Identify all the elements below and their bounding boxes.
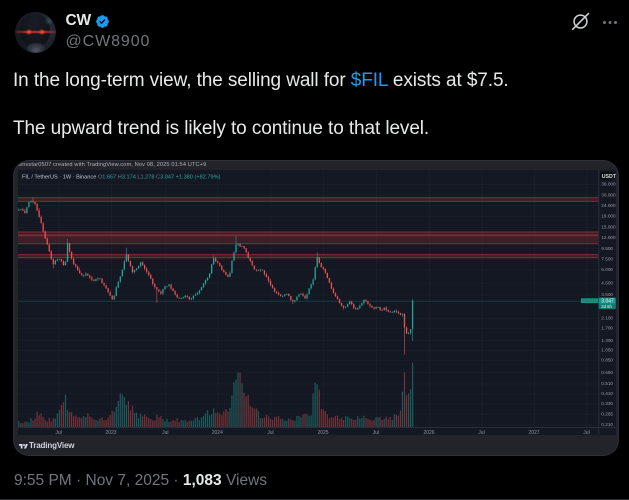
svg-text:Jul: Jul	[267, 430, 273, 435]
svg-text:0.650: 0.650	[601, 370, 613, 375]
svg-text:7.500: 7.500	[601, 257, 613, 262]
svg-text:2023: 2023	[105, 430, 116, 435]
svg-text:2d 6h: 2d 6h	[601, 304, 612, 309]
svg-text:38.000: 38.000	[601, 182, 616, 187]
svg-text:3.047: 3.047	[601, 299, 614, 305]
svg-text:1.300: 1.300	[601, 338, 613, 343]
svg-text:Jul: Jul	[162, 430, 168, 435]
svg-text:15.000: 15.000	[601, 225, 616, 230]
svg-text:6.000: 6.000	[601, 267, 613, 272]
svg-text:2026: 2026	[423, 430, 434, 435]
svg-text:0.330: 0.330	[601, 401, 613, 406]
svg-text:30.000: 30.000	[601, 193, 616, 198]
svg-text:2025: 2025	[317, 430, 328, 435]
svg-text:4.500: 4.500	[601, 280, 613, 285]
svg-text:Jul: Jul	[583, 430, 589, 435]
svg-text:2027: 2027	[528, 430, 539, 435]
svg-text:9.500: 9.500	[601, 246, 613, 251]
svg-text:3.500: 3.500	[601, 292, 613, 297]
svg-text:0.210: 0.210	[601, 422, 613, 427]
svg-text:FILUSDT: FILUSDT	[583, 299, 600, 303]
svg-text:FIL / TetherUS · 1W · Binance: FIL / TetherUS · 1W · Binance O1.667 H3.…	[22, 175, 221, 181]
svg-text:0.265: 0.265	[601, 411, 613, 416]
svg-text:Jul: Jul	[55, 430, 61, 435]
svg-text:Jul: Jul	[373, 430, 379, 435]
svg-text:0.510: 0.510	[601, 381, 613, 386]
svg-text:2024: 2024	[212, 430, 223, 435]
svg-text:12.000: 12.000	[601, 235, 616, 240]
svg-text:0.410: 0.410	[601, 391, 613, 396]
svg-text:0.850: 0.850	[601, 357, 613, 362]
svg-text:19.000: 19.000	[601, 214, 616, 219]
svg-text:Jul: Jul	[478, 430, 484, 435]
svg-text:1.050: 1.050	[601, 348, 613, 353]
svg-text:24.000: 24.000	[601, 203, 616, 208]
svg-text:2.100: 2.100	[601, 316, 613, 321]
svg-text:USDT: USDT	[602, 174, 616, 180]
svg-text:1.700: 1.700	[601, 325, 613, 330]
